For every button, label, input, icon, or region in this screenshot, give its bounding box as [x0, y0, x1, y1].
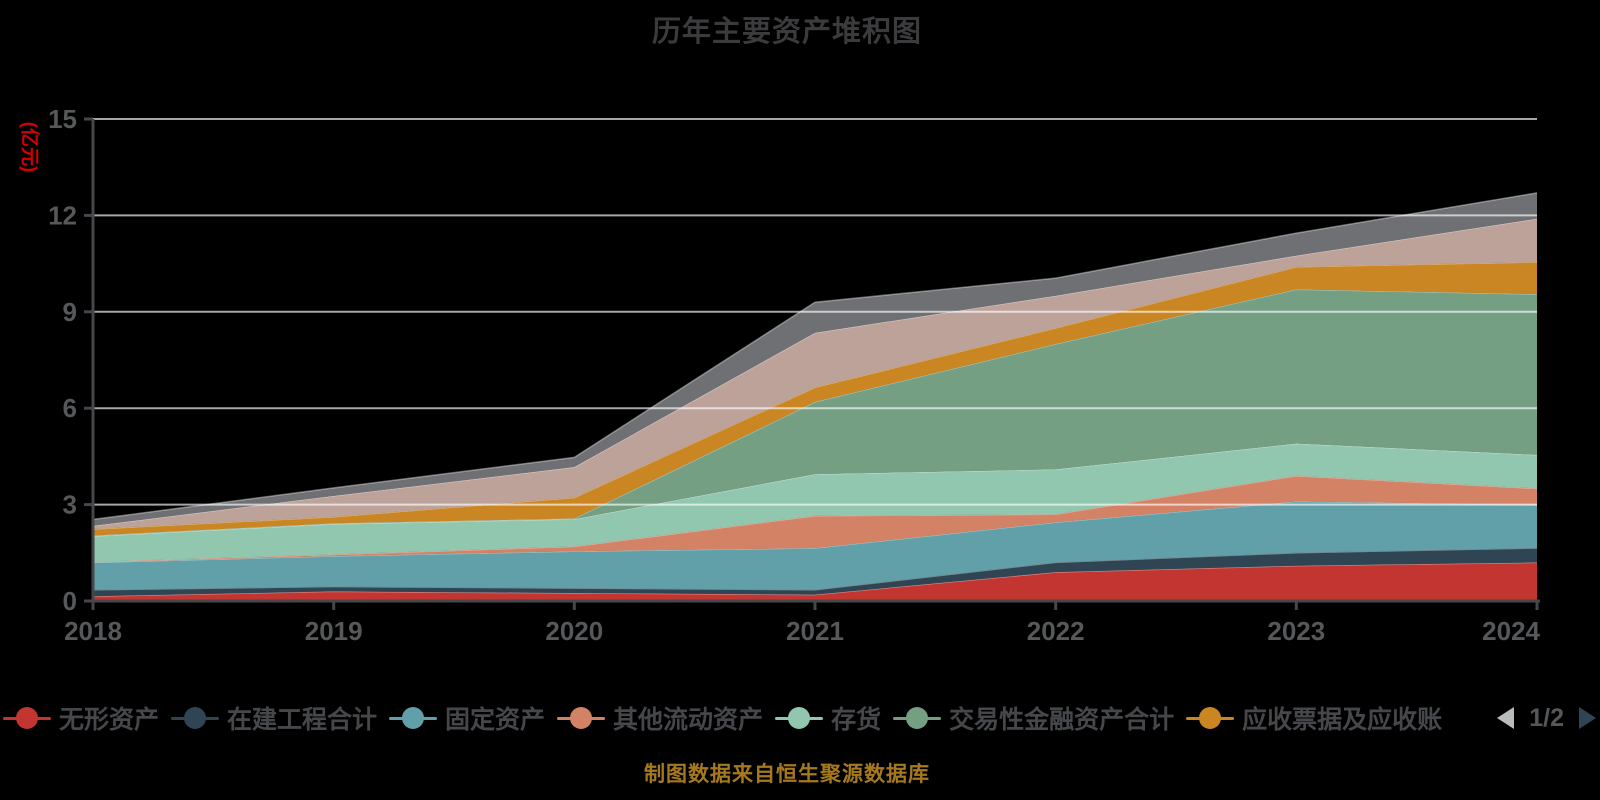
legend-item-应收票据及应收账[interactable]: 应收票据及应收账 — [1186, 700, 1442, 736]
legend-item-交易性金融资产合计[interactable]: 交易性金融资产合计 — [893, 700, 1174, 736]
x-axis-label: 2024 — [1482, 616, 1540, 646]
legend-pagination: 1/2 — [1497, 703, 1596, 733]
legend-item-label: 应收票据及应收账 — [1242, 706, 1443, 734]
y-axis-label: 3 — [63, 490, 77, 520]
legend-item-label: 其他流动资产 — [613, 706, 764, 734]
legend-line-dot-icon — [893, 706, 942, 730]
legend-item-其他流动资产[interactable]: 其他流动资产 — [557, 700, 763, 736]
y-axis-label: 0 — [63, 586, 77, 616]
x-axis-label: 2021 — [786, 616, 844, 646]
legend-item-label: 固定资产 — [445, 706, 546, 734]
legend-line-dot-icon — [775, 706, 824, 730]
legend-item-label: 存货 — [831, 706, 882, 734]
area-band-应收票据及应收账 — [93, 262, 1537, 536]
area-band-交易性金融资产合计 — [93, 289, 1537, 537]
data-source-note: 制图数据来自恒生聚源数据库 — [644, 763, 930, 786]
x-axis-label: 2019 — [305, 616, 363, 646]
area-band-series-8 — [93, 218, 1537, 529]
legend-prev-page-icon[interactable] — [1497, 707, 1515, 729]
x-axis-label: 2023 — [1267, 616, 1325, 646]
legend-item-label: 在建工程合计 — [227, 706, 378, 734]
y-axis-label: 15 — [48, 104, 77, 134]
legend-line-dot-icon — [3, 706, 51, 730]
legend-line-dot-icon — [171, 706, 220, 730]
legend-item-无形资产[interactable]: 无形资产 — [3, 700, 159, 736]
x-axis-label: 2018 — [64, 616, 122, 646]
legend-item-固定资产[interactable]: 固定资产 — [389, 700, 545, 736]
area-band-固定资产 — [93, 501, 1537, 590]
legend-line-dot-icon — [1186, 706, 1235, 730]
chart-title: 历年主要资产堆积图 — [651, 16, 922, 48]
legend-item-label: 无形资产 — [59, 706, 160, 734]
y-axis-label: 12 — [48, 200, 77, 230]
y-axis-label: 6 — [63, 393, 77, 423]
x-axis-label: 2022 — [1027, 616, 1085, 646]
legend-line-dot-icon — [557, 706, 606, 730]
area-band-存货 — [93, 443, 1537, 562]
x-axis-label: 2020 — [545, 616, 603, 646]
legend-next-page-icon[interactable] — [1579, 707, 1596, 729]
series-boundary-line — [92, 192, 1538, 521]
area-band-series-9 — [93, 192, 1537, 526]
legend-line-dot-icon — [389, 706, 438, 730]
legend-page-indicator: 1/2 — [1529, 703, 1564, 732]
area-band-在建工程合计 — [93, 548, 1537, 597]
y-axis-label: 9 — [63, 297, 77, 327]
area-band-其他流动资产 — [93, 475, 1537, 563]
stacked-area-chart: 0 3 6 9 12 15 2018 2019 2020 2021 2022 2023 2024 — [48, 104, 1540, 646]
area-band-无形资产 — [93, 562, 1537, 601]
legend-item-在建工程合计[interactable]: 在建工程合计 — [171, 700, 377, 736]
legend: 无形资产 在建工程合计 固定资产 其他流动资产 存货 交易性金融资产合计 应收票据及应收账 — [3, 701, 1442, 735]
legend-item-label: 交易性金融资产合计 — [949, 706, 1175, 734]
legend-item-存货[interactable]: 存货 — [775, 700, 881, 736]
